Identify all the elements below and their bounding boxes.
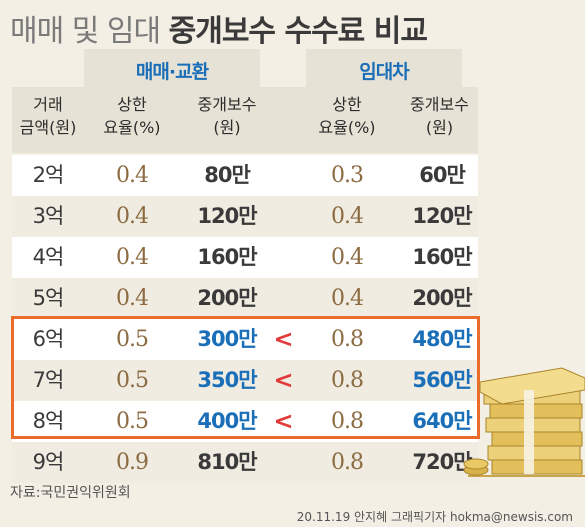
lease-fee-cell: 480만 — [412, 327, 472, 351]
sale-rate-cell: 0.4 — [116, 163, 149, 188]
lease-fee-cell: 640만 — [412, 409, 472, 433]
sale-fee-cell: 300만 — [197, 327, 257, 351]
source-note: 자료:국민권익위원회 — [10, 485, 131, 501]
sale-rate-cell: 0.4 — [116, 245, 149, 270]
highlight-box — [11, 316, 480, 439]
comparison-sign: < — [273, 325, 293, 353]
amount-cell: 4억 — [32, 245, 65, 269]
sale-rate-cell: 0.4 — [116, 286, 149, 311]
sale-fee-cell: 200만 — [197, 286, 257, 310]
page-title: 매매 및 임대 중개보수 수수료 비교 — [10, 6, 428, 50]
lease-rate-cell: 0.3 — [331, 163, 364, 188]
lease-rate-cell: 0.8 — [331, 368, 364, 393]
header-lease-rate: 상한 요율(%) — [318, 95, 376, 137]
sale-rate-cell: 0.9 — [116, 450, 149, 475]
lease-rate-cell: 0.4 — [331, 286, 364, 311]
table-row: 6억 0.5 300만 <0.8 480만 — [12, 319, 478, 360]
table-row: 4억 0.4 160만 0.4 160만 — [12, 237, 478, 278]
lease-fee-cell: 560만 — [412, 368, 472, 392]
sale-fee-cell: 400만 — [197, 409, 257, 433]
comparison-sign: < — [273, 366, 293, 394]
amount-cell: 7억 — [32, 368, 65, 392]
lease-rate-cell: 0.8 — [331, 327, 364, 352]
header-sale-fee: 중개보수 (원) — [197, 95, 257, 137]
lease-rate-cell: 0.8 — [331, 450, 364, 475]
credit-line: 20.11.19 안지혜 그래픽기자 hokma@newsis.com — [296, 510, 573, 524]
lease-fee-cell: 120만 — [412, 204, 472, 228]
sale-fee-cell: 80만 — [204, 163, 251, 187]
lease-fee-cell: 200만 — [412, 286, 472, 310]
table-row: 5억 0.4 200만 0.4 200만 — [12, 278, 478, 319]
group-header-lease: 임대차 — [306, 49, 462, 96]
comparison-sign: < — [273, 407, 293, 435]
table-row: 8억 0.5 400만 <0.8 640만 — [12, 401, 478, 442]
header-amount: 거래 금액(원) — [19, 95, 77, 137]
comparison-sign — [268, 237, 298, 278]
comparison-sign — [268, 278, 298, 319]
group-header-sale: 매매·교환 — [84, 49, 260, 96]
header-sale-rate: 상한 요율(%) — [103, 95, 161, 137]
amount-cell: 9억 — [32, 450, 65, 474]
sale-fee-cell: 120만 — [197, 204, 257, 228]
lease-fee-cell: 720만 — [412, 450, 472, 474]
table-row: 7억 0.5 350만 <0.8 560만 — [12, 360, 478, 401]
table-row: 2억 0.4 80만 0.3 60만 — [12, 155, 478, 196]
lease-rate-cell: 0.4 — [331, 204, 364, 229]
amount-cell: 6억 — [32, 327, 65, 351]
comparison-sign — [268, 155, 298, 196]
amount-cell: 2억 — [32, 163, 65, 187]
sale-rate-cell: 0.5 — [116, 368, 149, 393]
lease-rate-cell: 0.8 — [331, 409, 364, 434]
title-plain: 매매 및 임대 — [10, 14, 161, 49]
amount-cell: 5억 — [32, 286, 65, 310]
sale-rate-cell: 0.5 — [116, 327, 149, 352]
sale-fee-cell: 810만 — [197, 450, 257, 474]
lease-fee-cell: 160만 — [412, 245, 472, 269]
table-row: 9억 0.9 810만 0.8 720만 — [12, 442, 478, 483]
sale-rate-cell: 0.5 — [116, 409, 149, 434]
stack-of-cash-icon — [463, 367, 585, 477]
table-row: 3억 0.4 120만 0.4 120만 — [12, 196, 478, 237]
comparison-sign — [268, 442, 298, 483]
header-band — [12, 87, 478, 153]
comparison-sign — [268, 196, 298, 237]
sale-fee-cell: 160만 — [197, 245, 257, 269]
amount-cell: 8억 — [32, 409, 65, 433]
header-lease-fee: 중개보수 (원) — [410, 95, 469, 137]
lease-fee-cell: 60만 — [419, 163, 466, 187]
lease-rate-cell: 0.4 — [331, 245, 364, 270]
sale-rate-cell: 0.4 — [116, 204, 149, 229]
title-bold: 중개보수 수수료 비교 — [168, 14, 428, 49]
amount-cell: 3억 — [32, 204, 65, 228]
sale-fee-cell: 350만 — [197, 368, 257, 392]
